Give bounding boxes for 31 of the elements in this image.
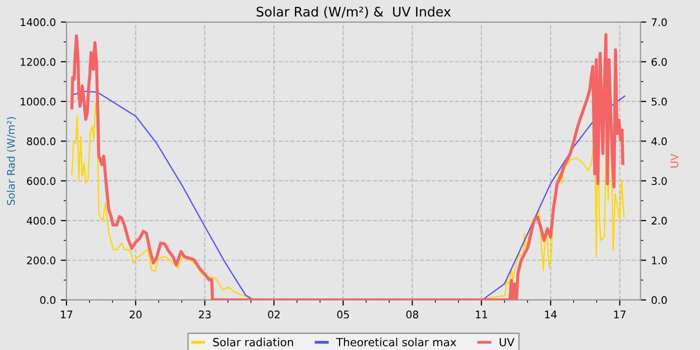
x-tick-label: 11 xyxy=(476,310,488,318)
y-tick-label: 1400.0 xyxy=(20,18,56,26)
chart-title: Solar Rad (W/m²) & UV Index xyxy=(256,6,451,18)
x-tick-label: 08 xyxy=(406,310,418,318)
y-tick-label: 200.0 xyxy=(27,256,56,264)
y-axis-title: Solar Rad (W/m²) xyxy=(6,117,16,206)
y2-tick-label: 7.0 xyxy=(652,18,667,26)
y2-tick-label: 2.0 xyxy=(652,216,667,225)
y-tick-label: 0.0 xyxy=(40,296,56,304)
x-tick-label: 05 xyxy=(337,310,349,318)
y-tick-label: 800.0 xyxy=(26,137,56,146)
y2-tick-label: 4.0 xyxy=(651,137,667,146)
y2-tick-label: 5.0 xyxy=(652,98,667,106)
x-tick-label: 14 xyxy=(545,310,557,318)
y-tick-label: 400.0 xyxy=(26,216,56,225)
y-tick-label: 1200.0 xyxy=(20,58,56,66)
x-tick-label: 17 xyxy=(61,310,72,318)
legend-label: Theoretical solar max xyxy=(336,338,456,346)
y-tick-label: 1000.0 xyxy=(20,98,56,106)
y2-axis-title: UV xyxy=(670,154,678,168)
y2-tick-label: 3.0 xyxy=(652,177,667,185)
x-tick-label: 17 xyxy=(614,310,626,318)
y2-tick-label: 0.0 xyxy=(652,296,667,304)
legend-label: UV xyxy=(500,338,514,346)
x-tick-label: 02 xyxy=(268,310,280,318)
y2-tick-label: 6.0 xyxy=(652,58,667,66)
x-tick-label: 23 xyxy=(198,310,211,318)
x-tick-label: 20 xyxy=(130,310,142,318)
legend-label: Solar radiation xyxy=(213,338,294,346)
y2-tick-label: 1.0 xyxy=(652,256,667,264)
y-tick-label: 600.0 xyxy=(26,177,56,185)
